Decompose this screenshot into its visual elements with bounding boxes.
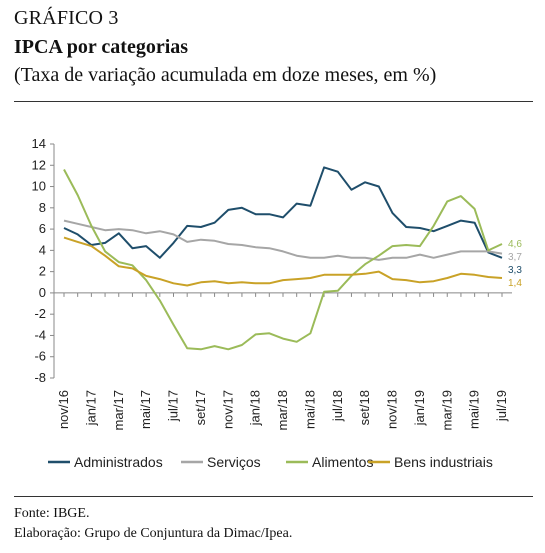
y-tick-label: 12 (32, 157, 46, 172)
y-tick-label: -8 (34, 370, 46, 385)
x-tick-label: jul/18 (330, 390, 345, 422)
legend-label: Alimentos (312, 454, 373, 470)
x-tick-label: jan/18 (248, 390, 263, 426)
chart-title: IPCA por categorias (14, 36, 189, 58)
x-tick-label: jan/19 (412, 390, 427, 426)
credit-note: Elaboração: Grupo de Conjuntura da Dimac… (14, 526, 293, 541)
series-line-serviços (63, 219, 503, 261)
y-tick-label: 2 (39, 264, 46, 279)
x-tick-label: set/18 (357, 390, 372, 425)
series-line-alimentos (63, 169, 503, 351)
chart-subtitle: (Taxa de variação acumulada em doze mese… (14, 64, 437, 86)
y-tick-label: -2 (34, 306, 46, 321)
line-chart: -8 -6 -4 -2 0 2 4 6 8 10 12 14 nov/16 jan/17 mar/17 mai… (32, 136, 523, 470)
y-tick-label: -4 (34, 327, 46, 342)
x-tick-label: jul/19 (494, 390, 509, 422)
source-note: Fonte: IBGE. (14, 506, 90, 521)
y-tick-label: 14 (32, 136, 46, 151)
legend-label: Bens industriais (394, 454, 493, 470)
chart-label: GRÁFICO 3 (14, 7, 119, 29)
x-tick-label: mar/17 (111, 390, 126, 430)
series-line-bens-industriais (63, 236, 503, 287)
y-tick-label: 10 (32, 179, 46, 194)
bottom-rule (14, 496, 533, 497)
x-tick-label: mar/19 (439, 390, 454, 430)
x-tick-label: nov/17 (220, 390, 235, 429)
y-tick-label: 8 (39, 200, 46, 215)
y-tick-label: 0 (39, 285, 46, 300)
legend-label: Administrados (74, 454, 163, 470)
x-tick-label: mai/18 (302, 390, 317, 429)
x-tick-label: jan/17 (83, 390, 98, 426)
end-value-label: 1,4 (508, 278, 522, 289)
x-tick-label: nov/16 (56, 390, 71, 429)
x-tick-label: jul/17 (166, 390, 181, 422)
legend-label: Serviços (207, 454, 261, 470)
series-line-administrados (63, 166, 503, 259)
x-tick-label: nov/18 (385, 390, 400, 429)
y-tick-label: 4 (39, 242, 46, 257)
x-tick-label: mai/19 (467, 390, 482, 429)
end-value-label: 4,6 (508, 239, 522, 250)
end-value-label: 3,7 (508, 252, 522, 263)
y-tick-label: -6 (34, 349, 46, 364)
y-tick-label: 6 (39, 221, 46, 236)
x-tick-label: mai/17 (138, 390, 153, 429)
x-tick-label: mar/18 (275, 390, 290, 430)
end-value-label: 3,3 (508, 265, 522, 276)
top-rule (14, 101, 533, 102)
x-tick-label: set/17 (193, 390, 208, 425)
